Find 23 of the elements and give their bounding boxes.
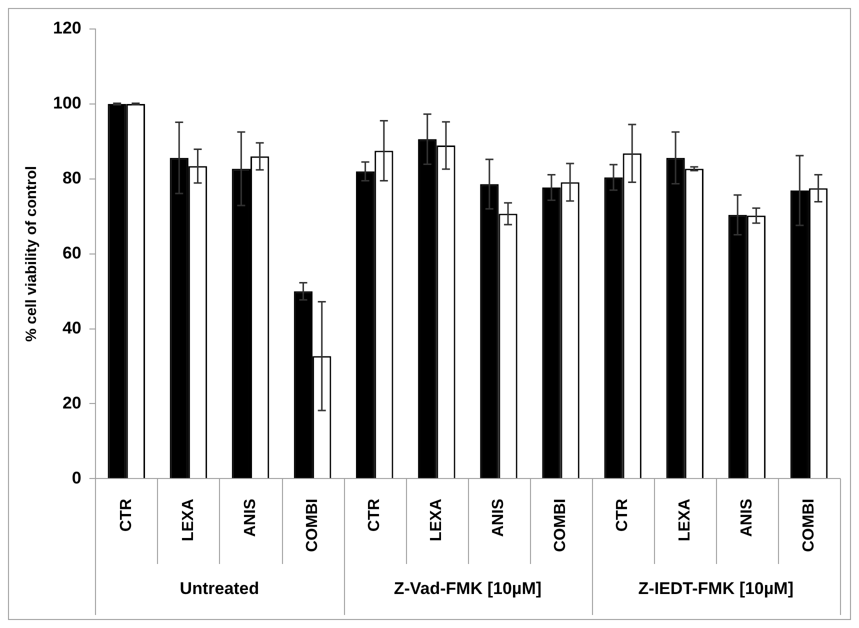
- x-tick-label: COMBI: [800, 498, 818, 552]
- x-tick-label: LEXA: [180, 498, 197, 542]
- x-tick-label: LEXA: [676, 498, 694, 542]
- x-tick-label: ANIS: [738, 498, 756, 537]
- y-tick-label: 40: [62, 318, 82, 338]
- x-tick-label: COMBI: [304, 498, 321, 552]
- y-tick-label: 0: [72, 468, 82, 488]
- y-tick-label: 60: [62, 244, 82, 263]
- x-tick-label: ANIS: [490, 498, 508, 537]
- x-tick-label: ANIS: [242, 498, 259, 537]
- x-tick-label: CTR: [118, 498, 135, 532]
- x-tick-label: CTR: [366, 498, 384, 532]
- text: Z-IEDT-FMK [10µM]: [638, 579, 794, 598]
- x-tick-label: CTR: [614, 498, 632, 532]
- x-tick-label: LEXA: [428, 498, 446, 542]
- y-tick-label: 20: [62, 393, 82, 412]
- text: Untreated: [180, 579, 260, 598]
- y-tick-label: 80: [62, 168, 82, 188]
- text: Z-Vad-FMK [10µM]: [394, 579, 542, 598]
- y-tick-label: 100: [52, 94, 82, 113]
- y-tick-label: 120: [52, 18, 82, 38]
- y-axis-title: % cell viability of control: [23, 166, 40, 342]
- x-tick-label: COMBI: [552, 498, 570, 552]
